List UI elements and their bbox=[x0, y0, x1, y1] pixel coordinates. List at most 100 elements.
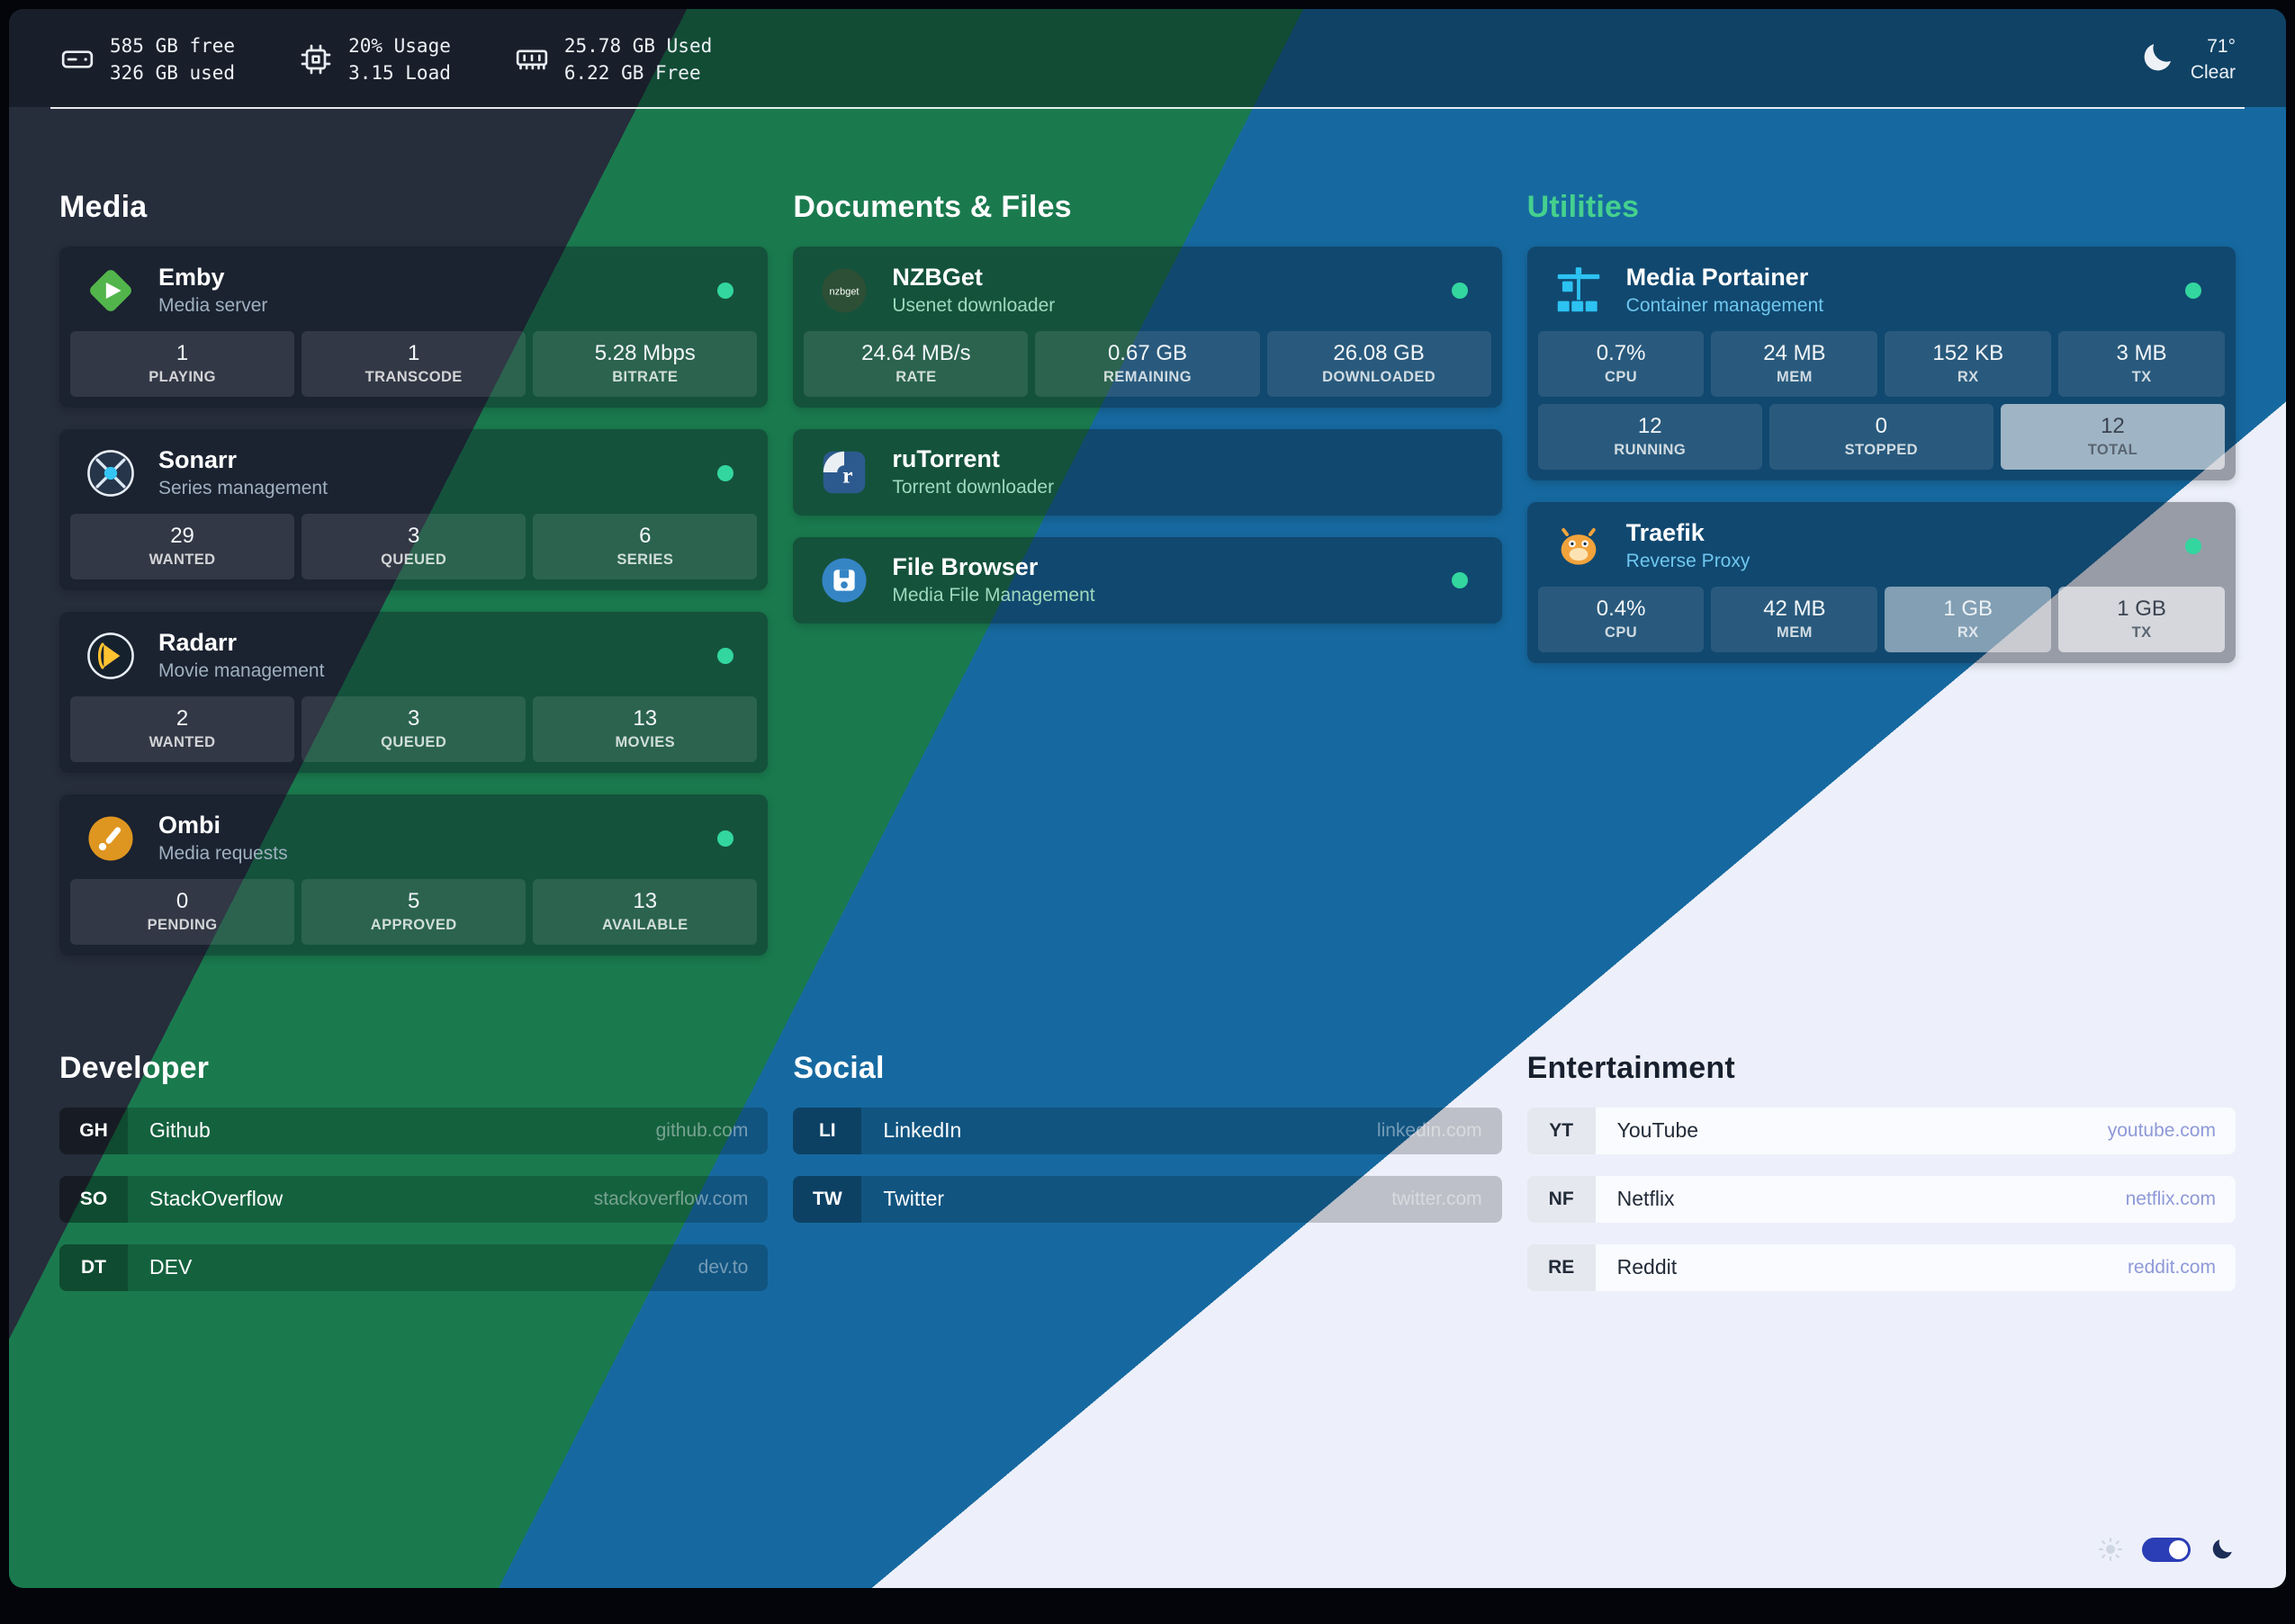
cpu-usage-text: 20% Usage bbox=[348, 35, 451, 57]
rutorrent-icon: r bbox=[816, 444, 872, 500]
service-card-traefik[interactable]: Traefik Reverse Proxy 0.4% CPU 42 MB MEM 1… bbox=[1526, 501, 2236, 663]
stat-running: 12 RUNNING bbox=[1537, 403, 1762, 470]
bookmark-dev[interactable]: DT DEV dev.to bbox=[59, 1243, 769, 1291]
bookmark-name: DEV bbox=[149, 1255, 193, 1279]
bookmark-url: netflix.com bbox=[2125, 1188, 2216, 1209]
bookmark-abbr: RE bbox=[1526, 1243, 1596, 1291]
section-entertainment: Entertainment YT YouTube youtube.com NF … bbox=[1526, 1050, 2236, 1313]
bookmark-reddit[interactable]: RE Reddit reddit.com bbox=[1526, 1243, 2236, 1291]
svg-text:r: r bbox=[842, 462, 852, 489]
traefik-icon bbox=[1551, 518, 1606, 574]
stat-mem: 42 MB MEM bbox=[1711, 586, 1878, 652]
bookmark-twitter[interactable]: TW Twitter twitter.com bbox=[793, 1175, 1502, 1223]
dashboard-screen: 585 GB free 326 GB used 20% Usage bbox=[9, 9, 2286, 1588]
stat-rx: 1 GB RX bbox=[1885, 586, 2052, 652]
section-title-entertainment: Entertainment bbox=[1526, 1050, 1735, 1085]
bookmark-url: dev.to bbox=[698, 1256, 749, 1278]
status-dot bbox=[717, 830, 734, 847]
service-card-nzbget[interactable]: nzbget NZBGet Usenet downloader 24.64 MB… bbox=[793, 246, 1502, 408]
resource-widgets: 585 GB free 326 GB used 20% Usage bbox=[59, 32, 712, 87]
disk-used-text: 326 GB used bbox=[110, 62, 236, 85]
service-name: Media Portainer bbox=[1625, 264, 1809, 292]
stat-wanted: 2 WANTED bbox=[70, 695, 295, 762]
service-name: Traefik bbox=[1625, 519, 1705, 547]
sun-icon[interactable] bbox=[2097, 1536, 2124, 1563]
section-utilities: Utilities bbox=[1526, 190, 2236, 685]
service-stats: 24.64 MB/s RATE 0.67 GB REMAINING 26.08 GB… bbox=[793, 330, 1501, 408]
bookmark-abbr: DT bbox=[59, 1243, 128, 1291]
theme-toggle-row bbox=[2097, 1536, 2236, 1563]
dark-mode-toggle[interactable] bbox=[2142, 1537, 2191, 1562]
svg-text:nzbget: nzbget bbox=[830, 286, 860, 297]
stat-tx: 3 MB TX bbox=[2058, 330, 2225, 397]
moon-icon[interactable] bbox=[2209, 1536, 2236, 1563]
service-description: Media server bbox=[158, 295, 268, 317]
service-stats-row1: 0.7% CPU 24 MB MEM 152 KB RX 3 MB TX bbox=[1527, 330, 2236, 408]
nzbget-icon: nzbget bbox=[816, 263, 872, 319]
bookmark-abbr: GH bbox=[59, 1107, 128, 1154]
service-stats: 29 WANTED 3 QUEUED 6 SERIES bbox=[59, 513, 768, 590]
stat-cpu: 0.4% CPU bbox=[1537, 586, 1705, 652]
header-divider bbox=[50, 106, 2245, 109]
service-description: Reverse Proxy bbox=[1625, 551, 1750, 572]
service-stats: 0 PENDING 5 APPROVED 13 AVAILABLE bbox=[59, 878, 768, 956]
stat-downloaded: 26.08 GB DOWNLOADED bbox=[1266, 330, 1491, 397]
stat-approved: 5 APPROVED bbox=[302, 878, 526, 945]
service-description: Usenet downloader bbox=[892, 295, 1056, 317]
memory-free-text: 6.22 GB Free bbox=[563, 62, 701, 85]
bookmark-name: YouTube bbox=[1616, 1118, 1699, 1143]
service-description: Media requests bbox=[158, 843, 288, 865]
status-dot bbox=[2184, 282, 2201, 299]
section-documents: Documents & Files nzbget NZBGet Usenet d… bbox=[793, 190, 1502, 645]
status-dot bbox=[1451, 571, 1468, 588]
bookmark-abbr: TW bbox=[793, 1175, 862, 1223]
section-title-social: Social bbox=[793, 1050, 885, 1085]
sonarr-icon bbox=[83, 445, 139, 501]
bookmark-youtube[interactable]: YT YouTube youtube.com bbox=[1526, 1107, 2236, 1154]
bookmark-stackoverflow[interactable]: SO StackOverflow stackoverflow.com bbox=[59, 1175, 769, 1223]
stat-queued: 3 QUEUED bbox=[302, 513, 526, 579]
stat-mem: 24 MB MEM bbox=[1711, 330, 1878, 397]
service-name: File Browser bbox=[892, 553, 1039, 581]
service-description: Torrent downloader bbox=[892, 477, 1055, 498]
service-card-sonarr[interactable]: Sonarr Series management 29 WANTED 3 QUEUE… bbox=[59, 428, 769, 590]
bookmark-github[interactable]: GH Github github.com bbox=[59, 1107, 769, 1154]
stat-rate: 24.64 MB/s RATE bbox=[804, 330, 1029, 397]
bookmark-name: Twitter bbox=[883, 1187, 945, 1211]
emby-icon bbox=[83, 263, 139, 319]
weather-temperature: 71° bbox=[2207, 36, 2236, 58]
bookmark-url: github.com bbox=[655, 1119, 749, 1141]
service-name: Ombi bbox=[158, 812, 221, 839]
disk-widget: 585 GB free 326 GB used bbox=[59, 32, 235, 87]
service-stats-row2: 12 RUNNING 0 STOPPED 12 TOTAL bbox=[1527, 403, 2236, 480]
service-card-radarr[interactable]: Radarr Movie management 2 WANTED 3 QUEUED … bbox=[59, 611, 769, 773]
service-name: Radarr bbox=[158, 629, 238, 657]
stat-tx: 1 GB TX bbox=[2058, 586, 2225, 652]
bookmark-abbr: LI bbox=[793, 1107, 862, 1154]
stat-wanted: 29 WANTED bbox=[70, 513, 295, 579]
service-card-filebrowser[interactable]: File Browser Media File Management bbox=[793, 536, 1502, 624]
service-card-portainer[interactable]: Media Portainer Container management 0.7… bbox=[1526, 246, 2236, 480]
stat-transcode: 1 TRANSCODE bbox=[302, 330, 526, 397]
service-name: Emby bbox=[158, 264, 225, 292]
bookmark-abbr: YT bbox=[1526, 1107, 1596, 1154]
bookmark-url: stackoverflow.com bbox=[593, 1188, 749, 1209]
service-stats: 2 WANTED 3 QUEUED 13 MOVIES bbox=[59, 695, 768, 773]
stat-series: 6 SERIES bbox=[533, 513, 758, 579]
service-card-ombi[interactable]: Ombi Media requests 0 PENDING 5 APPROVED 1… bbox=[59, 794, 769, 956]
bookmark-abbr: NF bbox=[1526, 1175, 1596, 1223]
ombi-icon bbox=[83, 811, 139, 866]
service-card-emby[interactable]: Emby Media server 1 PLAYING 1 TRANSCODE 5.… bbox=[59, 246, 769, 408]
service-stats: 0.4% CPU 42 MB MEM 1 GB RX 1 GB TX bbox=[1527, 586, 2236, 663]
memory-widget: 25.78 GB Used 6.22 GB Free bbox=[514, 32, 712, 87]
bookmark-linkedin[interactable]: LI LinkedIn linkedin.com bbox=[793, 1107, 1502, 1154]
bookmark-url: reddit.com bbox=[2127, 1256, 2216, 1278]
stat-remaining: 0.67 GB REMAINING bbox=[1035, 330, 1260, 397]
radarr-icon bbox=[83, 628, 139, 684]
stat-pending: 0 PENDING bbox=[70, 878, 295, 945]
stat-rx: 152 KB RX bbox=[1885, 330, 2052, 397]
bookmark-netflix[interactable]: NF Netflix netflix.com bbox=[1526, 1175, 2236, 1223]
service-description: Series management bbox=[158, 478, 328, 499]
service-card-rutorrent[interactable]: r ruTorrent Torrent downloader bbox=[793, 428, 1502, 516]
service-stats: 1 PLAYING 1 TRANSCODE 5.28 Mbps BITRATE bbox=[59, 330, 768, 408]
